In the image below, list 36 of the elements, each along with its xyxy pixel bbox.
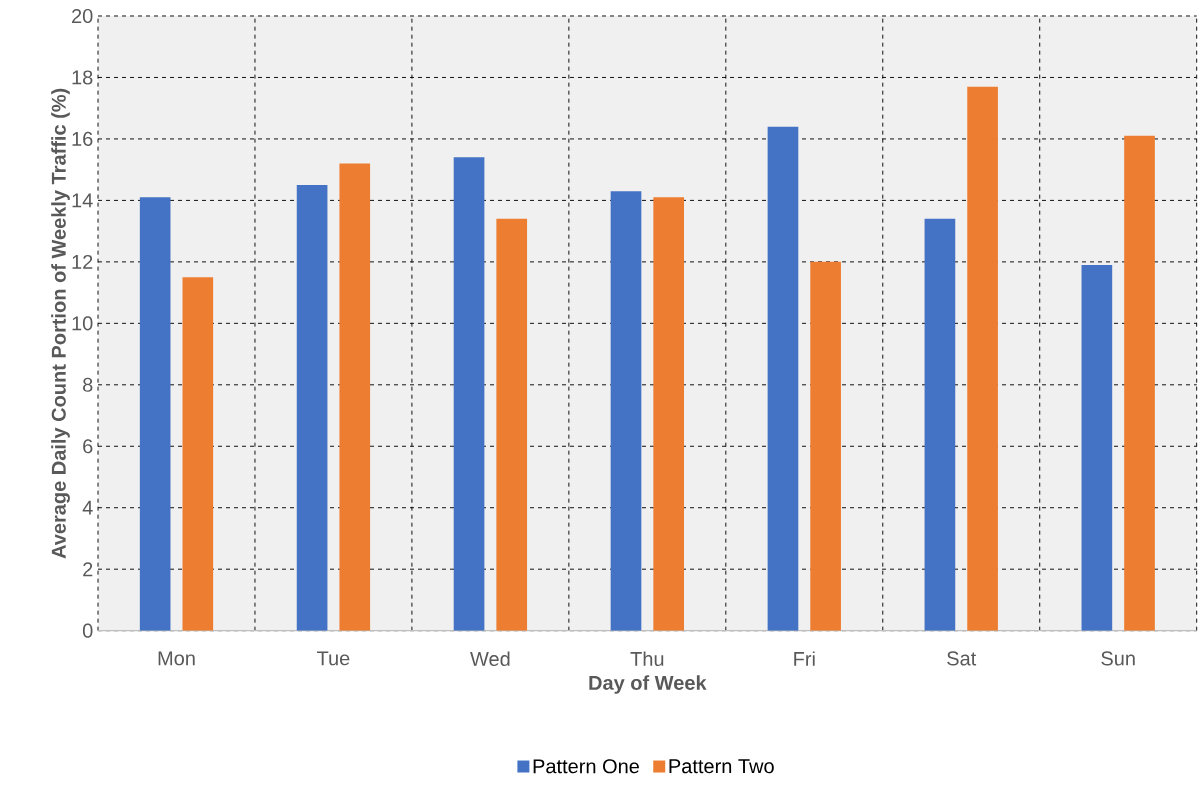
legend-label: Pattern One [533, 759, 639, 774]
bar [653, 197, 685, 631]
bar [339, 163, 371, 631]
y-tick-label: 2 [83, 562, 93, 577]
x-tick-label: Sun [1101, 651, 1135, 666]
x-tick-label: Mon [158, 651, 195, 666]
x-tick-label: Thu [630, 651, 664, 667]
bar [453, 157, 485, 631]
x-tick-label: Fri [794, 651, 815, 666]
y-tick-label: 20 [72, 8, 93, 24]
bar [1124, 135, 1155, 631]
y-tick-label: 10 [72, 316, 93, 331]
bar [924, 218, 956, 631]
y-tick-label: 4 [82, 500, 93, 515]
y-axis-title: Average Daily Count Portion of Weekly Traffic (%) [51, 88, 70, 559]
legend-label: Pattern Two [669, 759, 774, 774]
bar [610, 191, 642, 631]
bar [139, 197, 171, 631]
x-tick-label: Tue [317, 651, 350, 666]
x-axis-title: Day of Week [589, 675, 707, 694]
bar [496, 218, 528, 631]
y-tick-label: 6 [83, 439, 93, 454]
bar [767, 126, 799, 631]
y-tick-label: 18 [72, 70, 93, 85]
x-tick-label: Wed [470, 651, 510, 667]
bar [182, 277, 214, 631]
y-tick-label: 12 [72, 254, 93, 269]
y-tick-label: 0 [82, 623, 93, 638]
y-tick-label: 8 [83, 377, 93, 392]
y-tick-label: 16 [72, 131, 93, 146]
y-tick-label: 14 [72, 193, 93, 208]
bar [296, 185, 328, 631]
bar [967, 86, 998, 631]
bar [1081, 264, 1113, 631]
x-tick-label: Sat [947, 651, 977, 666]
bar [810, 261, 841, 631]
